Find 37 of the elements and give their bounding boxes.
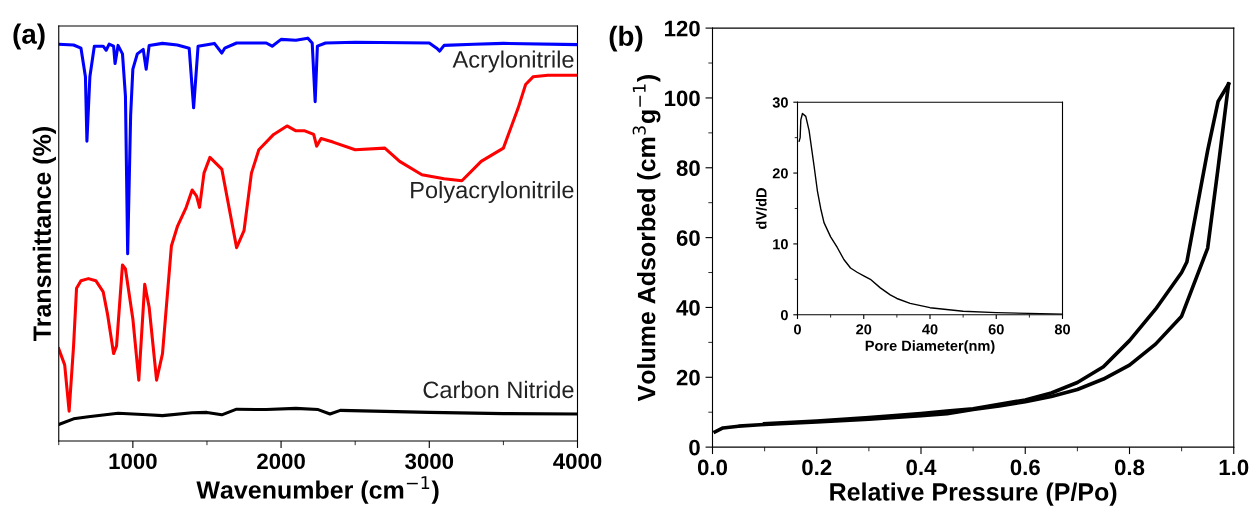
x-tick-label: 60: [988, 324, 1004, 335]
y-tick-label: 0: [780, 309, 788, 321]
x-axis-title: Pore Diameter(nm): [865, 340, 995, 354]
x-axis-title: Wavenumber (cm$^{−1}$): [196, 476, 439, 504]
y-tick-label: 120: [665, 20, 700, 37]
y-tick-label: 60: [676, 230, 700, 246]
x-tick-label: 3000: [405, 453, 454, 470]
x-axis-title: Relative Pressure (P/Po): [830, 482, 1117, 506]
y-tick-label: 10: [773, 239, 788, 250]
x-tick-label: 2000: [257, 453, 305, 470]
x-tick-label: 1.0: [1219, 459, 1249, 476]
y-tick-label: 20: [772, 168, 788, 179]
y-tick-label: 100: [665, 90, 700, 107]
series-label: Polyacrylonitrile: [411, 181, 574, 204]
y-tick-label: 80: [676, 160, 700, 177]
x-tick-label: 0.0: [697, 459, 728, 476]
x-tick-label: 0.4: [906, 459, 937, 476]
y-axis-title: Transmittance (%): [32, 127, 56, 341]
x-tick-label: 0.2: [802, 459, 832, 476]
y-tick-label: 30: [772, 97, 788, 108]
x-tick-label: 0.6: [1010, 459, 1040, 476]
y-tick-label: 0: [689, 439, 700, 456]
x-tick-label: 1000: [109, 453, 157, 470]
x-tick-label: 80: [1054, 324, 1071, 335]
x-tick-label: 40: [922, 324, 938, 335]
y-axis-title: dV/dD: [755, 188, 767, 229]
chart-title: (a): [13, 23, 45, 50]
y-tick-label: 40: [676, 299, 700, 316]
x-tick-label: 0.8: [1114, 459, 1145, 476]
chart-title: (b): [609, 25, 643, 52]
y-tick-label: 20: [676, 369, 700, 386]
series-label: Carbon Nitride: [423, 380, 574, 399]
x-tick-label: 20: [856, 324, 872, 335]
x-tick-label: 0: [794, 324, 801, 335]
y-axis-title: Volume Adsorbed (cm$^{3}$g$^{−1}$): [632, 75, 661, 402]
series-label: Acrylonitrile: [452, 50, 574, 73]
x-tick-label: 4000: [553, 453, 602, 470]
